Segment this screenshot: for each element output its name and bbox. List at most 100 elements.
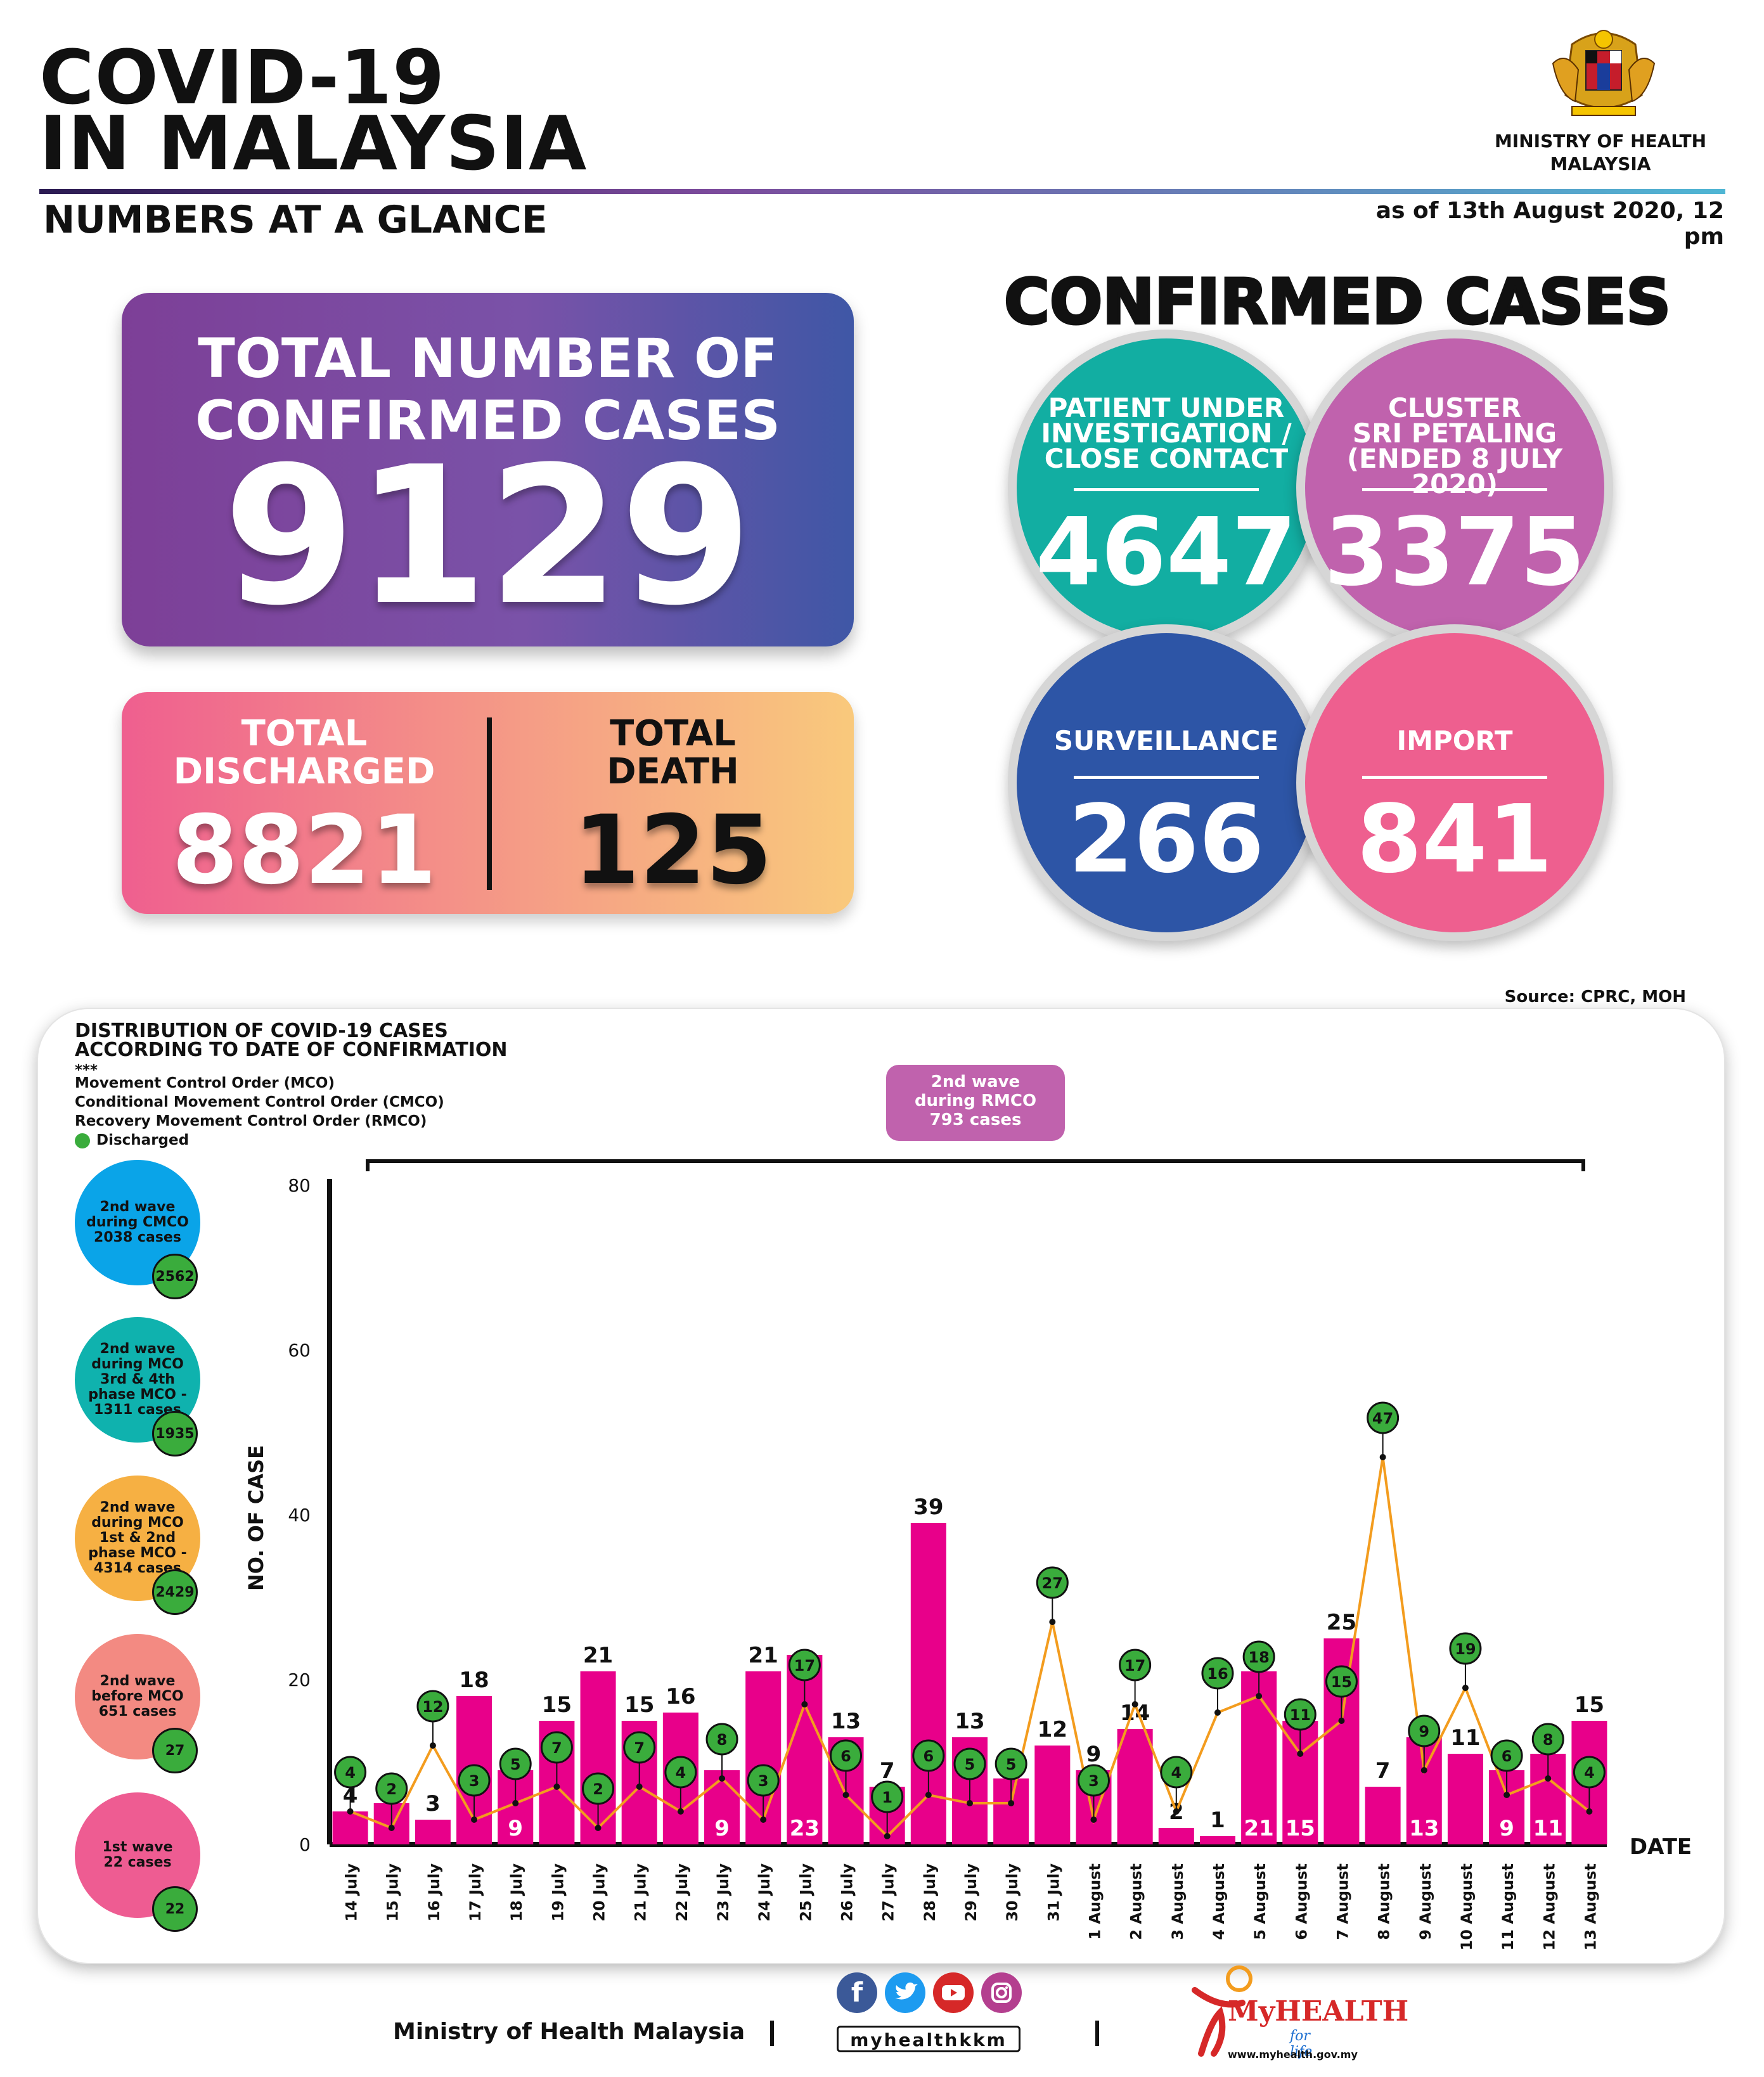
wave-label-line: 1st & 2nd — [99, 1530, 176, 1546]
wave-label-line: 3rd & 4th — [100, 1372, 175, 1387]
pui-label-3: CLOSE CONTACT — [1044, 443, 1289, 474]
import-label: IMPORT — [1396, 725, 1513, 756]
bar-value-label: 21 — [1244, 1816, 1273, 1841]
wave-discharged-badge: 1935 — [152, 1411, 198, 1456]
x-tick-label: 30 July — [1003, 1863, 1021, 1922]
x-tick-label: 2 August — [1128, 1863, 1145, 1940]
total-confirmed-label: TOTAL NUMBER OF CONFIRMED CASES — [122, 328, 854, 452]
bar — [1365, 1787, 1401, 1844]
discharged-label: 2 — [593, 1780, 603, 1798]
discharged-badge — [375, 1772, 408, 1805]
bar-value-label: 39 — [913, 1495, 943, 1520]
discharged-label-2: DISCHARGED — [173, 751, 435, 792]
discharged-label: 27 — [1042, 1574, 1063, 1592]
discharged-badge — [1036, 1566, 1069, 1599]
x-tick-label: 5 August — [1251, 1863, 1269, 1940]
x-tick-label: 20 July — [591, 1863, 608, 1922]
cluster-value: 3375 — [1324, 498, 1585, 607]
discharged-badge — [1367, 1401, 1400, 1434]
myhealth-url: www.myhealth.gov.my — [1228, 2048, 1358, 2061]
ministry-name: MINISTRY OF HEALTH MALAYSIA — [1477, 130, 1724, 176]
myhealth-brand: MyHEALTH — [1228, 1995, 1409, 2028]
discharged-badge — [912, 1739, 945, 1772]
pui-circle: PATIENT UNDER INVESTIGATION / CLOSE CONT… — [1008, 330, 1325, 646]
discharged-badge — [1408, 1714, 1441, 1747]
discharged-legend-dot — [75, 1133, 90, 1148]
y-tick-label: 40 — [288, 1505, 311, 1526]
wave-label-line: during MCO — [91, 1515, 184, 1531]
twitter-icon[interactable] — [885, 1972, 925, 2013]
wave-label-line: 2nd wave — [100, 1673, 176, 1689]
cluster-label-2: SRI PETALING — [1352, 418, 1557, 449]
bar-value-label: 15 — [542, 1692, 572, 1718]
total-confirmed-value: 9129 — [223, 426, 752, 647]
discharged-badge — [1531, 1723, 1564, 1756]
discharged-label: 7 — [634, 1739, 645, 1757]
wave-label: 2nd wave during CMCO 2038 cases — [86, 1200, 189, 1245]
discharged-badge — [871, 1780, 904, 1813]
bar-value-label: 7 — [1375, 1758, 1391, 1784]
discharged-label: 5 — [510, 1756, 521, 1773]
source-note: Source: CPRC, MOH — [1504, 987, 1686, 1006]
x-tick-label: 10 August — [1458, 1863, 1476, 1950]
discharged-badge — [334, 1756, 367, 1789]
y-tick-label: 80 — [288, 1175, 311, 1196]
youtube-icon[interactable] — [933, 1972, 974, 2013]
cluster-rule — [1362, 488, 1547, 491]
wave-label: 2nd wave during MCO 1st & 2nd phase MCO - 4… — [75, 1500, 200, 1576]
import-rule — [1362, 776, 1547, 779]
discharged-label: 19 — [1455, 1640, 1476, 1658]
bar — [1158, 1828, 1194, 1844]
discharged-label: 47 — [1372, 1410, 1393, 1427]
malaysia-crest — [1552, 30, 1656, 116]
bar-value-label: 9 — [1499, 1816, 1514, 1841]
instagram-icon[interactable] — [981, 1972, 1022, 2013]
discharged-badge — [623, 1731, 656, 1764]
discharged-value: 8821 — [172, 795, 437, 906]
pui-label: PATIENT UNDER INVESTIGATION / CLOSE CONT… — [1036, 395, 1297, 472]
rmco-line-2: during RMCO — [914, 1091, 1037, 1110]
wave-discharged-badge: 22 — [152, 1886, 198, 1932]
y-axis-label: NO. OF CASE — [244, 1445, 268, 1591]
wave-label-line: 2038 cases — [94, 1230, 181, 1245]
x-tick-label: 29 July — [962, 1863, 980, 1922]
chart-panel-title: DISTRIBUTION OF COVID-19 CASES ACCORDING… — [75, 1022, 508, 1060]
chart-panel-title-2: ACCORDING TO DATE OF CONFIRMATION — [75, 1039, 508, 1061]
discharged-label: 8 — [1543, 1731, 1554, 1749]
wave-label-line: before MCO — [91, 1688, 184, 1704]
bar-value-label: 12 — [1038, 1717, 1067, 1742]
discharged-label: 15 — [1331, 1673, 1352, 1691]
ministry-line-1: MINISTRY OF HEALTH — [1494, 131, 1707, 151]
discharged-label: 5 — [965, 1756, 975, 1773]
discharged-label: 4 — [345, 1764, 356, 1782]
discharged-label: 11 — [1290, 1706, 1311, 1724]
legend-mco: Movement Control Order (MCO) — [75, 1075, 335, 1091]
x-tick-label: 11 August — [1499, 1863, 1517, 1950]
discharged-label-1: TOTAL — [241, 713, 368, 754]
discharged-badge — [1160, 1756, 1193, 1789]
y-tick-label: 0 — [299, 1834, 311, 1855]
x-tick-label: 3 August — [1169, 1863, 1187, 1940]
facebook-icon[interactable]: f — [837, 1972, 877, 2013]
x-tick-label: 19 July — [549, 1863, 567, 1922]
discharged-badge — [1573, 1756, 1606, 1789]
myhealth-figure-icon — [1192, 1965, 1252, 2057]
x-tick-label: 31 July — [1045, 1863, 1062, 1922]
wave-label-line: 2nd wave — [100, 1341, 176, 1357]
discharged-label: 4 — [676, 1764, 686, 1782]
wave-discharged-badge: 27 — [152, 1728, 198, 1773]
x-tick-label: 18 July — [508, 1863, 525, 1922]
wave-label: 2nd wave before MCO 651 cases — [91, 1674, 184, 1720]
discharged-badge — [788, 1649, 821, 1682]
x-axis-label: DATE — [1630, 1834, 1692, 1860]
bar-value-label: 9 — [1086, 1742, 1102, 1767]
social-handle[interactable]: myhealthkkm — [837, 2026, 1020, 2052]
x-tick-label: 28 July — [921, 1863, 939, 1922]
x-tick-label: 6 August — [1292, 1863, 1310, 1940]
x-tick-label: 7 August — [1334, 1863, 1351, 1940]
bar — [1447, 1754, 1483, 1844]
discharged-badge — [458, 1764, 491, 1797]
discharged-label: 9 — [1419, 1723, 1429, 1740]
bar — [415, 1820, 451, 1844]
bar-value-label: 21 — [749, 1643, 778, 1668]
